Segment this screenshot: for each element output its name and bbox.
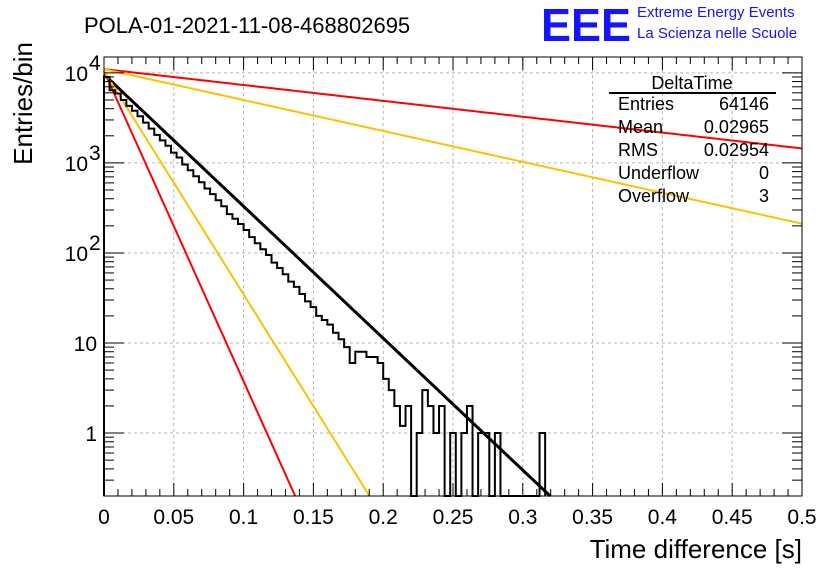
stats-label: Mean bbox=[618, 117, 663, 137]
x-tick-label: 0.15 bbox=[293, 506, 334, 529]
stats-value: 0.02965 bbox=[704, 117, 769, 137]
x-tick-label: 0.35 bbox=[572, 506, 613, 529]
y-tick-exponent: 2 bbox=[89, 232, 101, 255]
x-tick-label: 0.5 bbox=[787, 506, 816, 529]
stats-label: Entries bbox=[618, 94, 674, 114]
x-tick-label: 0.45 bbox=[712, 506, 753, 529]
logo-line-2: La Scienza nelle Scuole bbox=[637, 25, 797, 42]
stats-label: RMS bbox=[618, 140, 658, 160]
axes: 0 0.05 0.1 0.15 0.2 0.25 0.3 0.35 0.4 0.45 0.5 1 10 1… bbox=[65, 52, 817, 529]
fit-curve bbox=[103, 70, 371, 497]
x-tick-label: 0.25 bbox=[433, 506, 474, 529]
y-tick-label: 10 bbox=[74, 333, 97, 356]
grid bbox=[104, 57, 802, 496]
fit-curve bbox=[103, 68, 803, 150]
x-tick-label: 0 bbox=[98, 506, 110, 529]
fit-curves bbox=[102, 68, 803, 498]
x-axis-title: Time difference [s] bbox=[590, 534, 802, 564]
logo-line-1: Extreme Energy Events bbox=[637, 4, 795, 21]
stats-value: 64146 bbox=[719, 94, 769, 114]
y-tick-exponent: 3 bbox=[89, 142, 101, 165]
stats-title: DeltaTime bbox=[651, 73, 732, 93]
fit-curve bbox=[102, 73, 552, 498]
fit-curve bbox=[103, 68, 803, 225]
y-axis-title: Entries/bin bbox=[8, 42, 38, 165]
y-tick-label: 10 bbox=[65, 153, 88, 176]
x-tick-label: 0.3 bbox=[508, 506, 537, 529]
eee-logo-mark: EEE bbox=[541, 0, 631, 51]
stats-value: 0.02954 bbox=[704, 140, 769, 160]
x-tick-label: 0.4 bbox=[648, 506, 678, 529]
x-tick-label: 0.05 bbox=[153, 506, 194, 529]
chart-title: POLA-01-2021-11-08-468802695 bbox=[84, 13, 410, 38]
fit-curve bbox=[103, 70, 297, 497]
stats-label: Underflow bbox=[618, 163, 700, 183]
stats-value: 0 bbox=[759, 163, 769, 183]
y-tick-label: 1 bbox=[85, 423, 97, 446]
y-tick-label: 10 bbox=[65, 63, 88, 86]
stats-label: Overflow bbox=[618, 186, 690, 206]
x-tick-label: 0.2 bbox=[369, 506, 398, 529]
stats-box: DeltaTime Entries 64146 Mean 0.02965 RMS 0.02… bbox=[609, 73, 776, 206]
stats-value: 3 bbox=[759, 186, 769, 206]
x-tick-label: 0.1 bbox=[229, 506, 258, 529]
y-tick-label: 10 bbox=[65, 243, 88, 266]
y-tick-exponent: 4 bbox=[89, 52, 101, 75]
